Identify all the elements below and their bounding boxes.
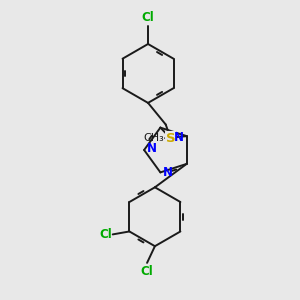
Text: N: N (163, 166, 173, 179)
Text: S: S (166, 132, 175, 145)
Text: Cl: Cl (141, 265, 153, 278)
Text: N: N (174, 130, 184, 144)
Text: CH₃: CH₃ (143, 133, 164, 143)
Text: N: N (147, 142, 157, 154)
Text: Cl: Cl (142, 11, 154, 24)
Text: Cl: Cl (99, 228, 112, 241)
